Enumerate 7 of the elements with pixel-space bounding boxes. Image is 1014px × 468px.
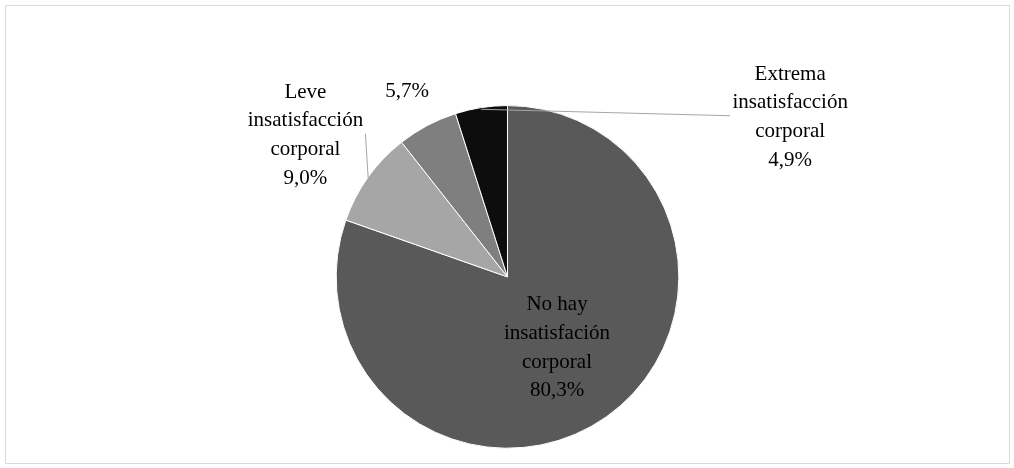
data-label: 4,9%: [768, 146, 813, 171]
slice-label: No hay insatisfación corporal: [503, 290, 611, 373]
data-label: 80,3%: [529, 377, 585, 402]
slice-label: Extrema insatisfacción corporal: [732, 60, 849, 143]
data-label: 5,7%: [385, 77, 430, 102]
data-label: 9,0%: [283, 164, 328, 189]
slice-label: Leve insatisfacción corporal: [247, 78, 364, 161]
